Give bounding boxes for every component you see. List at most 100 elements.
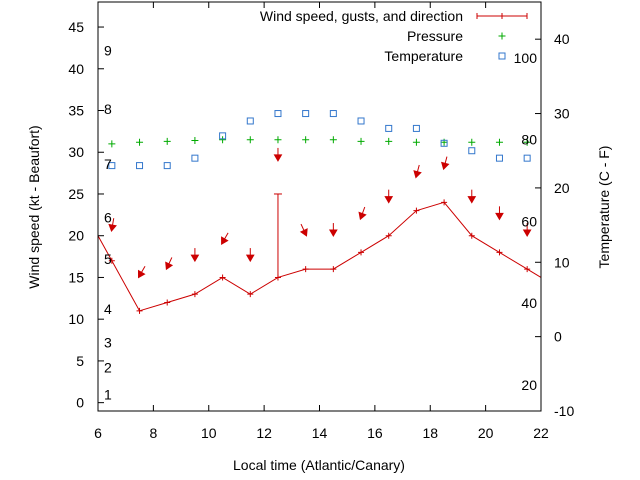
- wind-speed-point: [330, 266, 337, 273]
- wind-direction-arrow: [358, 206, 367, 221]
- legend-temperature-label: Temperature: [384, 48, 463, 64]
- y-tick-label: 0: [76, 395, 84, 411]
- wind-speed-point: [136, 307, 143, 314]
- x-tick-label: 8: [149, 425, 157, 441]
- temperature-point: [274, 110, 282, 118]
- temperature-point: [219, 132, 227, 140]
- wind-direction-arrow: [441, 156, 450, 171]
- temperature-point: [163, 162, 171, 170]
- wind-arrow-head: [413, 170, 422, 179]
- temperature-point: [440, 139, 448, 147]
- y-tick-label: 25: [68, 186, 84, 202]
- y-tick-label: 30: [68, 144, 84, 160]
- wind-direction-arrow: [328, 223, 338, 238]
- pressure-point: [412, 138, 420, 146]
- wind-arrow-head: [108, 223, 117, 232]
- fahrenheit-label: 100: [514, 50, 538, 66]
- wind-speed-point: [247, 291, 254, 298]
- wind-direction-arrow: [137, 266, 146, 279]
- fahrenheit-label: 60: [521, 213, 537, 229]
- wind-direction-arrow: [108, 218, 117, 232]
- pressure-point: [468, 138, 476, 146]
- wind-arrow-head: [165, 261, 174, 271]
- pressure-point: [246, 136, 254, 144]
- wind-direction-arrow: [245, 248, 255, 263]
- pressure-point: [385, 137, 393, 145]
- wind-direction-arrow: [190, 248, 200, 263]
- legend-pressure-marker: [498, 32, 506, 40]
- y2-tick-label: 30: [554, 106, 570, 122]
- y2-tick-label: 10: [554, 254, 570, 270]
- temperature-point: [468, 147, 476, 155]
- temperature-point: [302, 110, 310, 118]
- x-tick-label: 22: [533, 425, 549, 441]
- beaufort-label: 5: [104, 251, 112, 267]
- x-tick-label: 20: [478, 425, 494, 441]
- y2-axis-label: Temperature (C - F): [596, 146, 612, 269]
- x-tick-label: 10: [201, 425, 217, 441]
- wind-direction-arrow: [273, 147, 283, 162]
- wind-arrow-head: [245, 254, 255, 263]
- x-tick-label: 14: [312, 425, 328, 441]
- y-tick-label: 45: [68, 19, 84, 35]
- beaufort-label: 6: [104, 209, 112, 225]
- pressure-point: [136, 138, 144, 146]
- beaufort-label: 1: [104, 386, 112, 402]
- y2-tick-label: 20: [554, 180, 570, 196]
- temperature-point: [191, 154, 199, 162]
- wind-direction-arrow: [165, 257, 174, 271]
- wind-speed-point: [191, 291, 198, 298]
- temperature-point: [495, 154, 503, 162]
- wind-direction-arrow: [221, 232, 229, 245]
- wind-arrow-head: [495, 212, 504, 221]
- wind-speed-point: [385, 232, 392, 239]
- wind-arrow-head: [467, 196, 477, 204]
- y-tick-label: 20: [68, 228, 84, 244]
- wind-arrow-head: [190, 254, 200, 263]
- beaufort-label: 2: [104, 360, 112, 376]
- wind-direction-arrow: [384, 189, 394, 204]
- wind-arrow-head: [522, 229, 532, 238]
- wind-speed-point: [358, 249, 365, 256]
- wind-speed-point: [441, 199, 448, 206]
- beaufort-label: 4: [104, 301, 112, 317]
- wind-arrow-head: [137, 269, 146, 279]
- y-tick-label: 35: [68, 103, 84, 119]
- wind-arrow-head: [441, 161, 450, 171]
- plot-area: [97, 110, 542, 314]
- wind-speed-point: [108, 257, 115, 264]
- y2-tick-label: -10: [554, 403, 574, 419]
- y-tick-label: 15: [68, 269, 84, 285]
- pressure-point: [108, 140, 116, 148]
- wind-arrow-head: [328, 229, 338, 238]
- x-tick-label: 18: [422, 425, 438, 441]
- wind-direction-arrow: [495, 206, 504, 221]
- legend-wind-label: Wind speed, gusts, and direction: [260, 8, 463, 24]
- fahrenheit-label: 80: [521, 132, 537, 148]
- temperature-point: [357, 117, 365, 125]
- legend: Wind speed, gusts, and direction Pressure…: [260, 8, 528, 64]
- temperature-point: [412, 124, 420, 132]
- x-axis-label: Local time (Atlantic/Canary): [233, 457, 405, 473]
- wind-arrow-head: [299, 228, 308, 237]
- temperature-point: [385, 124, 393, 132]
- beaufort-label: 3: [104, 335, 112, 351]
- wind-speed-point: [496, 249, 503, 256]
- pressure-point: [495, 138, 503, 146]
- temperature-point: [329, 110, 337, 118]
- wind-speed-point: [219, 274, 226, 281]
- wind-direction-arrow: [299, 223, 308, 237]
- wind-direction-arrow: [413, 164, 422, 179]
- x-tick-label: 6: [94, 425, 102, 441]
- beaufort-label: 7: [104, 156, 112, 172]
- temperature-point: [523, 154, 531, 162]
- y-axis-label: Wind speed (kt - Beaufort): [26, 125, 42, 288]
- wind-arrow-head: [358, 211, 367, 221]
- pressure-point: [274, 136, 282, 144]
- beaufort-label: 9: [104, 42, 112, 58]
- pressure-point: [219, 136, 227, 144]
- legend-wind-marker: [499, 13, 505, 19]
- legend-pressure-label: Pressure: [407, 28, 463, 44]
- temperature-point: [246, 117, 254, 125]
